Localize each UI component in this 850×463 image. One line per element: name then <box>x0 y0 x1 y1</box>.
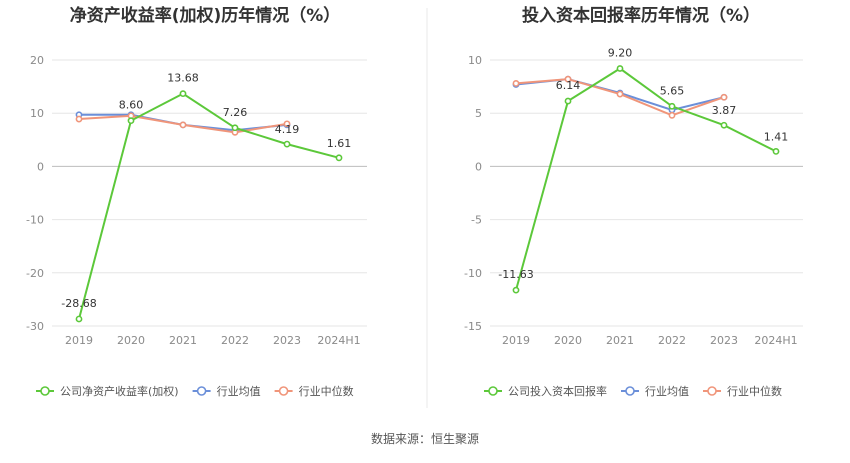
data-label: -28.68 <box>61 297 96 310</box>
legend-item: 行业均值 <box>192 385 261 398</box>
data-point-company <box>231 124 239 132</box>
legend-item: 行业均值 <box>621 385 689 398</box>
legend-swatch-marker <box>625 386 635 396</box>
y-tick-label: 20 <box>30 54 44 67</box>
legend-item: 行业中位数 <box>274 384 354 398</box>
data-label: 7.26 <box>223 106 248 119</box>
x-tick-label: 2019 <box>502 334 530 347</box>
data-point-industry-median <box>564 75 572 83</box>
legend-item: 公司投入资本回报率 <box>484 384 607 398</box>
data-label: 5.65 <box>660 84 685 97</box>
y-tick-label: -10 <box>26 214 44 227</box>
data-label: 1.61 <box>327 137 352 150</box>
data-point-company <box>772 147 780 155</box>
x-tick-label: 2022 <box>221 334 249 347</box>
data-label: 4.19 <box>275 123 300 136</box>
data-point-company <box>179 90 187 98</box>
data-point-industry-median <box>668 111 676 119</box>
x-tick-label: 2019 <box>65 334 93 347</box>
data-point-company <box>616 65 624 72</box>
legend-label: 公司投入资本回报率 <box>508 384 607 398</box>
series-line-company <box>78 92 340 320</box>
chart-title: 投入资本回报率历年情况（%） <box>522 5 760 26</box>
data-label: 1.41 <box>764 130 789 143</box>
data-label: 3.87 <box>712 104 737 117</box>
x-tick-label: 2023 <box>710 334 738 347</box>
legend-label: 行业中位数 <box>299 384 354 398</box>
series-line-company <box>515 67 777 291</box>
legend-label: 行业均值 <box>645 385 689 398</box>
legend-swatch-marker <box>278 386 289 396</box>
legend-label: 行业中位数 <box>727 384 782 398</box>
legend-swatch-marker <box>40 386 50 396</box>
data-point-industry-median <box>720 93 728 101</box>
y-tick-label: -10 <box>464 267 482 280</box>
x-tick-label: 2023 <box>273 334 301 347</box>
legend-swatch-marker <box>196 386 207 396</box>
data-point-company <box>668 102 676 110</box>
x-tick-label: 2020 <box>117 334 145 347</box>
x-tick-label: 2024H1 <box>317 334 360 347</box>
legend-label: 公司净资产收益率(加权) <box>60 384 179 398</box>
data-label: 6.14 <box>556 79 581 92</box>
y-tick-label: 10 <box>468 54 482 67</box>
data-point-company <box>512 286 520 294</box>
chart-panel-2: 投入资本回报率历年情况（%） 10 5 0 -5 -10 -15 2019 2020 2021 20… <box>464 5 803 398</box>
legend-item: 公司净资产收益率(加权) <box>36 384 179 398</box>
x-tick-label: 2021 <box>169 334 197 347</box>
y-tick-label: 5 <box>475 107 482 120</box>
y-tick-label: -30 <box>26 320 44 333</box>
legend-swatch-marker <box>488 386 498 396</box>
x-tick-label: 2022 <box>658 334 686 347</box>
data-point-industry-median <box>616 90 624 98</box>
legend-item: 行业中位数 <box>703 384 782 398</box>
data-point-industry-median <box>283 120 291 128</box>
data-point-industry-median <box>179 121 187 129</box>
data-label: 9.20 <box>608 47 633 60</box>
y-tick-label: -15 <box>464 320 482 333</box>
y-tick-label: -20 <box>26 267 44 280</box>
data-label: -11.63 <box>498 268 533 281</box>
data-point-company <box>564 97 572 105</box>
x-tick-label: 2024H1 <box>754 334 797 347</box>
y-tick-label: 0 <box>37 160 44 173</box>
chart-title: 净资产收益率(加权)历年情况（%） <box>70 5 341 26</box>
y-tick-label: 0 <box>475 160 482 173</box>
y-tick-label: 10 <box>30 107 44 120</box>
chart-panel-1: 净资产收益率(加权)历年情况（%） 20 10 0 -10 -20 -30 2019 2020 2… <box>26 5 367 398</box>
y-tick-label: -5 <box>471 214 482 227</box>
data-point-company <box>335 154 343 162</box>
legend-swatch-marker <box>707 386 717 396</box>
data-point-company <box>283 140 291 148</box>
data-point-industry-median <box>75 115 83 123</box>
data-label: 13.68 <box>167 72 199 85</box>
data-point-company <box>720 121 728 129</box>
data-point-company <box>127 117 135 125</box>
x-tick-label: 2020 <box>554 334 582 347</box>
data-point-company <box>75 315 83 323</box>
data-label: 8.60 <box>119 99 144 112</box>
legend-label: 行业均值 <box>217 385 261 398</box>
x-tick-label: 2021 <box>606 334 634 347</box>
data-point-industry-median <box>512 80 520 87</box>
data-source-note: 数据来源：恒生聚源 <box>371 431 479 446</box>
